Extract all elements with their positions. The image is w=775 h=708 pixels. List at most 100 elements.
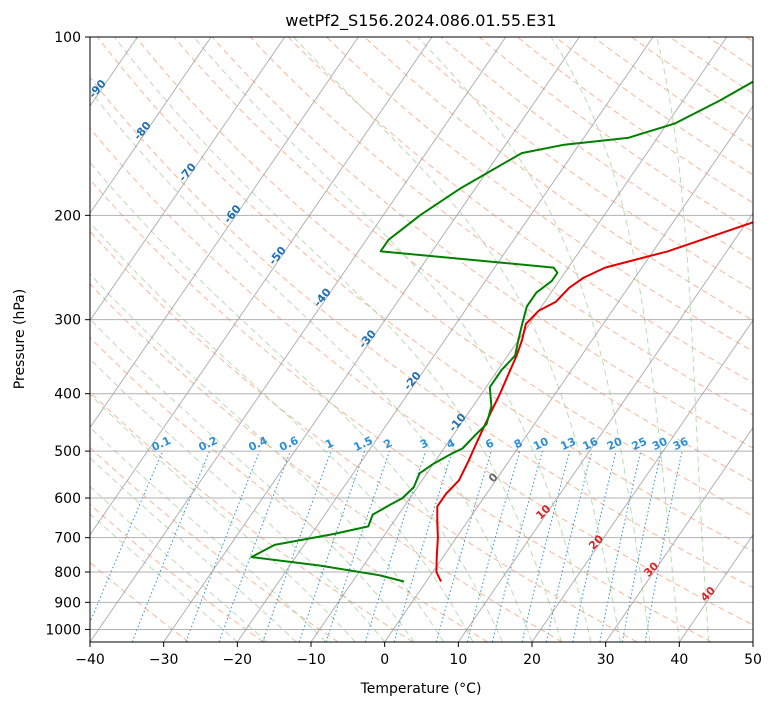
mixing-ratio-line (521, 450, 571, 642)
moist-adiabat (114, 37, 562, 642)
isotherm-label: -50 (266, 244, 289, 268)
chart-title: wetPf2_S156.2024.086.01.55.E31 (285, 11, 556, 31)
isotherm (0, 37, 64, 642)
dry-adiabat (402, 37, 753, 291)
mixing-ratio-line (90, 450, 164, 624)
mixing-ratio-label: 13 (559, 435, 578, 453)
mixing-ratio-line (131, 450, 211, 642)
x-tick-label: −30 (149, 652, 179, 668)
moist-adiabat (417, 37, 651, 642)
auxiliary-line-labels: 0.1 0.2 0.4 0.6 1 1.5 2 3 4 6 8 10 13 16 20 25 30 36-100-… (90, 77, 718, 604)
y-tick-label: 200 (54, 208, 81, 224)
moist-adiabat (193, 37, 592, 642)
isotherm (384, 105, 753, 642)
moist-adiabat (293, 37, 621, 642)
mixing-ratio-label: 3 (418, 436, 430, 451)
dry-adiabat (90, 127, 753, 626)
mixing-ratio-line (218, 450, 291, 642)
isotherm-label: -30 (356, 327, 379, 351)
dry-adiabat (90, 178, 712, 642)
background-lines (90, 37, 753, 642)
dry-adiabat-label: 40 (698, 584, 718, 604)
mixing-ratio-label: 6 (483, 436, 496, 451)
mixing-ratio-line (298, 450, 366, 642)
mixing-ratio-label: 16 (581, 435, 601, 453)
y-tick-label: 500 (54, 444, 81, 460)
mixing-ratio-label: 4 (445, 436, 458, 451)
mixing-ratio-label: 20 (605, 435, 625, 453)
mixing-ratio-line (364, 450, 427, 642)
y-tick-label: 900 (54, 595, 81, 611)
dry-adiabat (90, 230, 638, 642)
mixing-ratio-line (467, 450, 521, 642)
moist-adiabat (656, 37, 710, 642)
moist-adiabat (90, 221, 474, 642)
x-tick-label: 20 (523, 652, 541, 668)
plot-frame (89, 36, 754, 643)
dry-adiabat (90, 283, 563, 642)
moist-adiabat (90, 426, 327, 642)
mixing-ratio-line (325, 450, 390, 642)
mixing-ratio-label: 2 (382, 436, 394, 451)
dry-adiabat (90, 503, 264, 642)
y-tick-label: 100 (54, 30, 81, 46)
y-tick-label: 400 (54, 387, 81, 403)
y-tick-label: 300 (54, 313, 81, 329)
isotherm (236, 37, 654, 642)
moist-adiabat (550, 37, 680, 642)
moist-adiabat (90, 485, 268, 642)
gridlines (0, 37, 753, 642)
dry-adiabat (211, 37, 753, 449)
dry-adiabat (478, 37, 753, 233)
temperature-line (435, 221, 753, 582)
mixing-ratio-line (185, 450, 260, 642)
moist-adiabat (90, 273, 445, 642)
mixing-ratio-line (621, 450, 662, 642)
dry-adiabat (745, 37, 753, 43)
moist-adiabat (90, 393, 356, 642)
isotherm (163, 37, 580, 642)
y-tick-label: 600 (54, 491, 81, 507)
y-tick-label: 800 (54, 565, 81, 581)
mixing-ratio-line (262, 450, 332, 642)
isotherm (90, 37, 359, 429)
dry-adiabat (326, 37, 753, 352)
isotherm (752, 641, 753, 642)
dry-adiabat (593, 37, 753, 148)
dry-adiabat-label: 10 (533, 502, 553, 522)
moist-adiabat (90, 513, 238, 642)
isotherm-label: -80 (131, 119, 154, 143)
isotherm (90, 37, 212, 215)
y-axis-label: Pressure (hPa) (12, 289, 28, 389)
moist-adiabat (90, 357, 386, 642)
dewpoint-line (250, 80, 753, 583)
isotherm (90, 37, 507, 642)
dry-adiabat (440, 37, 753, 262)
dry-adiabat (173, 37, 753, 483)
mixing-ratio-label: 36 (671, 435, 691, 453)
mixing-ratio-label: 10 (531, 435, 551, 453)
dry-adiabat (364, 37, 753, 322)
dry-adiabat (135, 37, 753, 517)
x-tick-label: 50 (744, 652, 762, 668)
isotherm-label: -70 (176, 160, 199, 184)
mixing-ratio-line (435, 450, 492, 642)
x-tick-label: 10 (449, 652, 467, 668)
mixing-ratio-line (545, 450, 593, 642)
dry-adiabat (90, 561, 190, 642)
mixing-ratio-label: 30 (650, 435, 670, 453)
dry-adiabat (516, 37, 753, 204)
y-tick-label: 700 (54, 531, 81, 547)
isotherm-label: -60 (221, 202, 244, 226)
moist-adiabat (90, 457, 297, 642)
mixing-ratio-label: 1 (323, 436, 335, 451)
isotherm-label: -10 (446, 411, 469, 435)
mixing-ratio-line (599, 450, 642, 642)
isotherm-label: -20 (401, 369, 424, 393)
isotherm (90, 37, 433, 536)
y-axis-ticks: 100 200 300 400 500 600 700 800 900 1000 (45, 30, 90, 638)
x-axis-ticks: −40 −30 −20 −10 0 10 20 30 40 50 (75, 642, 762, 668)
moist-adiabat (90, 318, 415, 642)
dry-adiabat (90, 446, 339, 642)
